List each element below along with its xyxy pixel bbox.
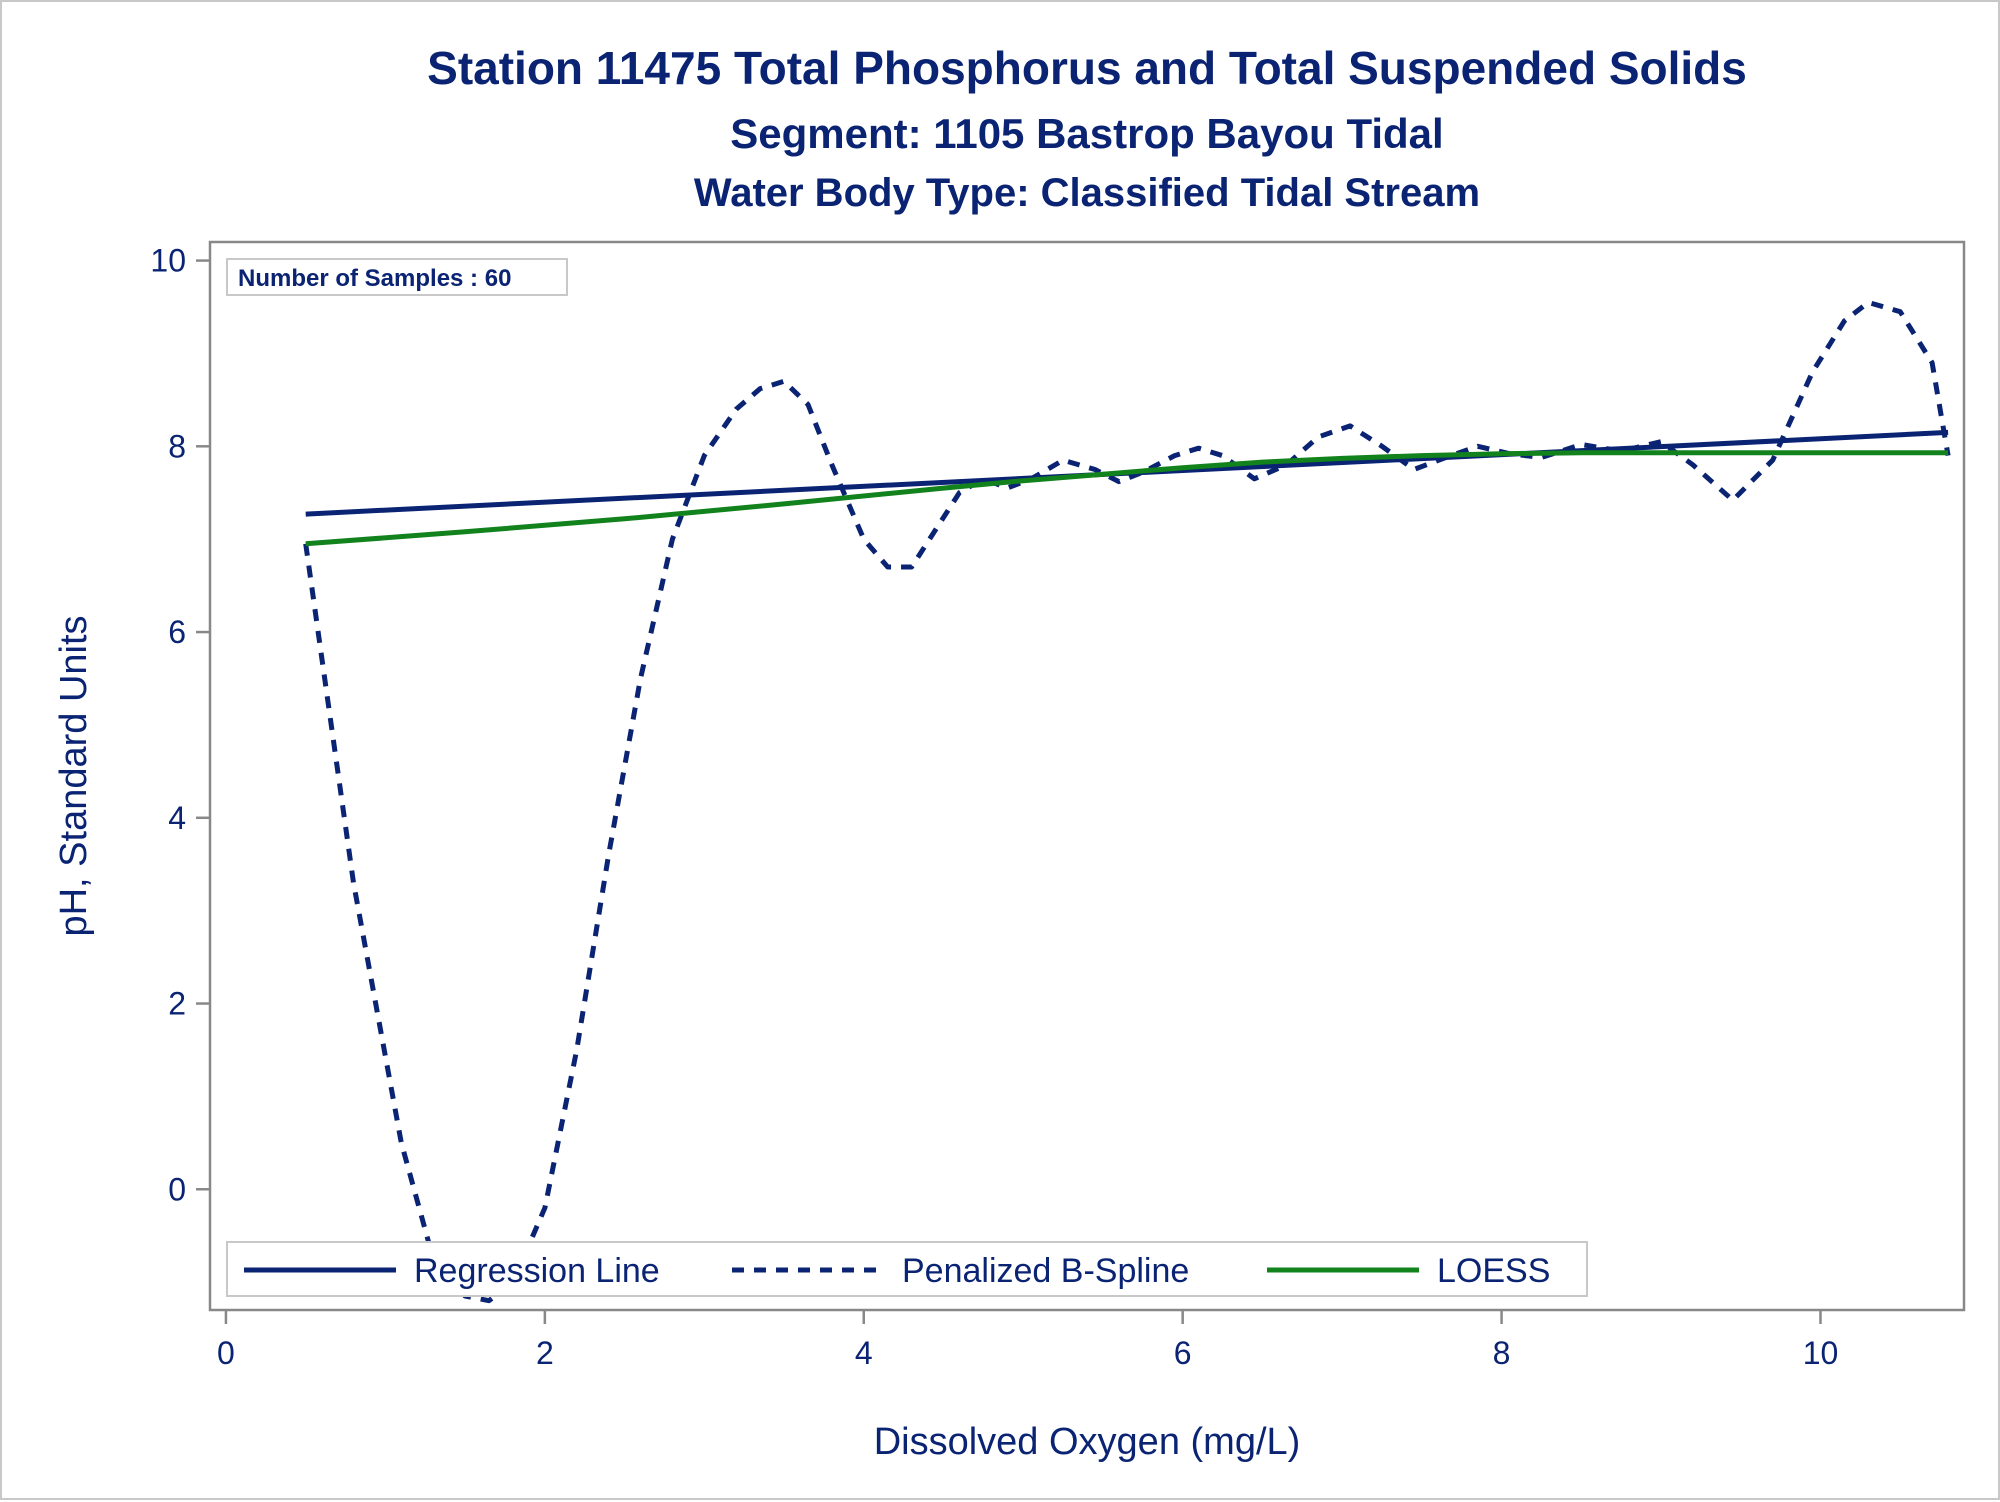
legend-label-penalized-b-spline: Penalized B-Spline — [902, 1252, 1189, 1290]
x-tick-label-2: 2 — [536, 1335, 554, 1371]
plot-area-border — [208, 240, 1966, 1312]
y-tick-label-6: 6 — [168, 614, 186, 650]
x-tick-label-4: 4 — [855, 1335, 873, 1371]
x-axis-title: Dissolved Oxygen (mg/L) — [874, 1421, 1301, 1463]
y-tick-label-8: 8 — [168, 428, 186, 464]
chart-title: Station 11475 Total Phosphorus and Total… — [427, 42, 1747, 94]
y-axis: 0 2 4 6 8 10 — [150, 243, 210, 1207]
y-tick-label-4: 4 — [168, 800, 186, 836]
x-tick-label-6: 6 — [1174, 1335, 1192, 1371]
y-axis-title: pH, Standard Units — [53, 615, 95, 936]
plot-lines — [303, 299, 1951, 1304]
series-line-penalized-b-spline — [303, 299, 1951, 1304]
x-tick-label-0: 0 — [217, 1335, 235, 1371]
x-axis: 0 2 4 6 8 10 — [217, 1310, 1838, 1371]
legend-label-regression-line: Regression Line — [414, 1252, 660, 1290]
y-tick-label-2: 2 — [168, 986, 186, 1022]
chart-subtitle-segment: Segment: 1105 Bastrop Bayou Tidal — [730, 110, 1443, 157]
x-tick-label-10: 10 — [1803, 1335, 1839, 1371]
legend-label-loess: LOESS — [1437, 1252, 1550, 1290]
legend: Regression Line Penalized B-Spline LOESS — [226, 1241, 1588, 1297]
y-tick-label-0: 0 — [168, 1171, 186, 1207]
series-line-loess — [305, 450, 1949, 547]
chart-subtitle-waterbody: Water Body Type: Classified Tidal Stream — [694, 171, 1480, 215]
y-tick-label-10: 10 — [150, 243, 186, 279]
x-tick-label-8: 8 — [1493, 1335, 1511, 1371]
sample-count-box — [226, 258, 568, 296]
sample-count-text: Number of Samples : 60 — [238, 265, 511, 292]
